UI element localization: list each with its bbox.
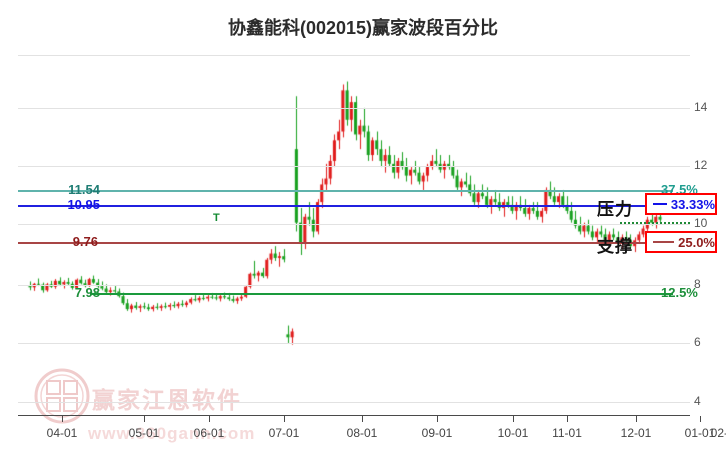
x-axis-label-02-01: 02-01 <box>710 426 726 440</box>
x-axis-tick-01-01 <box>700 416 701 422</box>
x-axis-tick-05-01 <box>144 416 145 422</box>
grid-line-y-8 <box>18 285 690 286</box>
grid-line-y-14 <box>18 108 690 109</box>
percent-tag-125: 12.5% <box>661 285 698 300</box>
level-line-250 <box>18 242 673 244</box>
x-axis-label-09-01: 09-01 <box>421 426 453 440</box>
callout-stub-blue <box>653 203 667 205</box>
candlestick-series <box>18 55 690 415</box>
grid-line-y-4 <box>18 402 690 403</box>
page-title: 协鑫能科(002015)赢家波段百分比 <box>227 18 499 38</box>
y-axis-label-4: 4 <box>694 394 701 408</box>
level-line-125 <box>90 293 673 295</box>
percent-callout-250[interactable]: 25.0% <box>645 231 717 253</box>
y-axis-label-12: 12 <box>694 158 708 172</box>
grid-line-top <box>18 55 690 56</box>
x-axis-tick-07-01 <box>284 416 285 422</box>
x-axis-tick-12-01 <box>636 416 637 422</box>
x-axis-label-01-01: 01-01 <box>684 426 716 440</box>
grid-line-y-12 <box>18 166 690 167</box>
x-axis-tick-08-01 <box>362 416 363 422</box>
x-axis-tick-11-01 <box>567 416 568 422</box>
percent-callout-3333-text: 33.33% <box>670 196 715 212</box>
y-axis-label-8: 8 <box>694 277 701 291</box>
chart-plot-area <box>18 55 690 415</box>
x-axis-label-04-01: 04-01 <box>46 426 78 440</box>
y-axis-label-10: 10 <box>694 216 708 230</box>
level-line-3333 <box>18 205 673 207</box>
x-axis-tick-10-01 <box>513 416 514 422</box>
x-axis-label-10-01: 10-01 <box>497 426 529 440</box>
x-axis-line <box>18 415 690 416</box>
y-axis-label-14: 14 <box>694 100 708 114</box>
level-line-375 <box>18 190 673 192</box>
current-price-dotted-line <box>620 222 690 224</box>
x-axis-label-07-01: 07-01 <box>268 426 300 440</box>
percent-callout-3333[interactable]: 33.33% <box>645 193 717 215</box>
support-marker-label: 支撑 <box>597 237 633 256</box>
watermark-url: www.360gann.com <box>88 424 256 443</box>
percent-callout-250-text: 25.0% <box>678 234 715 250</box>
resistance-marker-label: 压力 <box>597 200 633 219</box>
x-axis-label-08-01: 08-01 <box>346 426 378 440</box>
x-axis-label-11-01: 11-01 <box>552 426 582 440</box>
price-tag-976: 9.76 <box>72 234 98 249</box>
grid-line-y-6 <box>18 343 690 344</box>
x-axis-tick-04-01 <box>62 416 63 422</box>
x-axis-label-06-01: 06-01 <box>193 426 225 440</box>
price-tag-798: 7.98 <box>74 285 100 300</box>
grid-line-y-10 <box>18 224 690 225</box>
y-axis-label-6: 6 <box>694 335 701 349</box>
callout-stub-dred <box>653 241 675 243</box>
x-axis-tick-06-01 <box>209 416 210 422</box>
x-axis-label-12-01: 12-01 <box>620 426 652 440</box>
x-axis-label-05-01: 05-01 <box>128 426 160 440</box>
price-tag-1154: 11.54 <box>68 182 100 197</box>
x-axis-tick-09-01 <box>437 416 438 422</box>
t-marker-glyph: T <box>213 212 220 224</box>
price-tag-1095: 10.95 <box>67 197 100 212</box>
